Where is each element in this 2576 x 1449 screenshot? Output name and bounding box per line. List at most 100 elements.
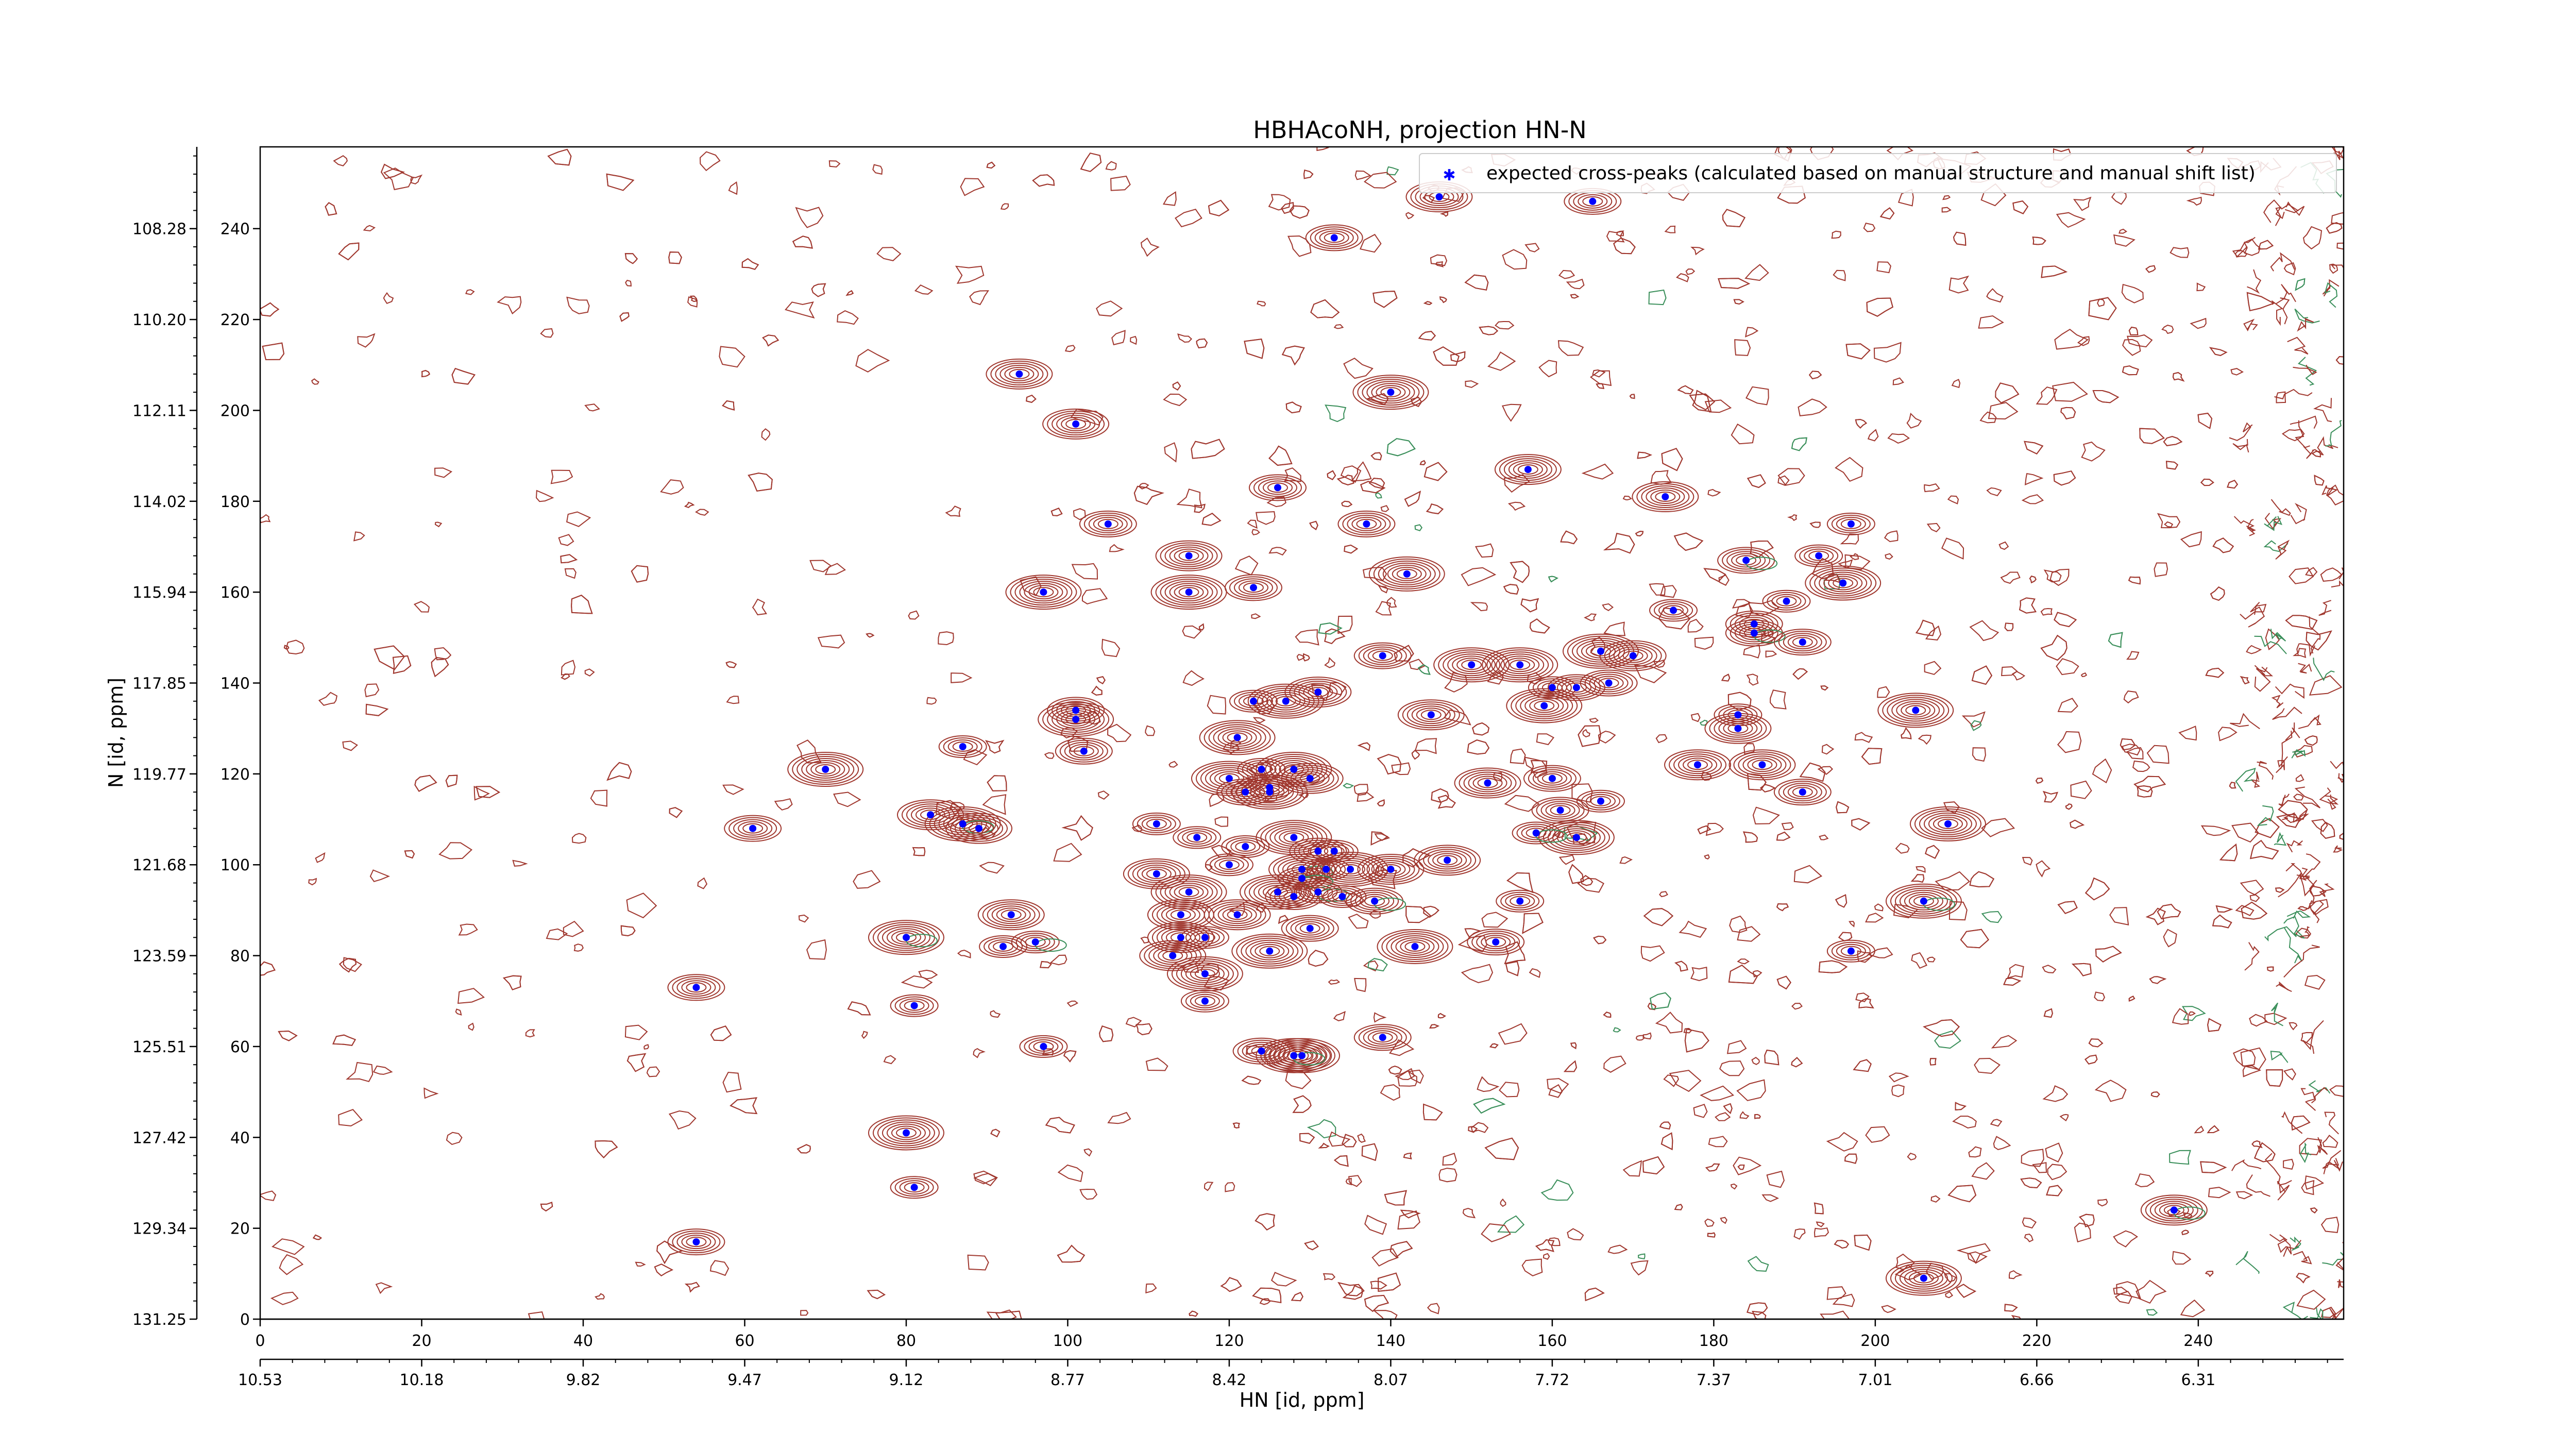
x-index-tick-label: 180 bbox=[1699, 1332, 1728, 1350]
peak-contour bbox=[1540, 801, 1580, 820]
peak-contour bbox=[1404, 941, 1426, 952]
edge-noise-contour bbox=[2290, 1236, 2301, 1251]
noise-contour bbox=[2190, 317, 2207, 329]
y-index-tick-label: 120 bbox=[221, 766, 250, 784]
noise-contour bbox=[1687, 618, 1704, 633]
noise-contour bbox=[986, 1309, 1017, 1319]
peak-contour bbox=[728, 817, 777, 840]
noise-contour bbox=[1692, 390, 1712, 413]
peak-contour bbox=[1340, 864, 1361, 875]
noise-contour bbox=[730, 1097, 758, 1115]
expected-cross-peak-marker bbox=[1371, 897, 1379, 905]
edge-noise-contour bbox=[2297, 317, 2314, 332]
noise-contour bbox=[392, 655, 412, 674]
noise-contour bbox=[1220, 1277, 1242, 1292]
peak-contour bbox=[1281, 915, 1339, 942]
expected-cross-peak-marker bbox=[910, 1184, 918, 1191]
edge-noise-contour bbox=[2232, 237, 2256, 258]
noise-contour bbox=[1733, 299, 1744, 305]
noise-contour bbox=[1175, 209, 1202, 228]
peak-contour bbox=[1496, 653, 1545, 677]
peak-contour bbox=[1919, 810, 1977, 837]
noise-contour bbox=[1820, 1310, 1850, 1319]
peak-contour bbox=[1250, 941, 1290, 961]
noise-contour bbox=[1050, 508, 1063, 516]
expected-cross-peak-marker bbox=[1403, 570, 1411, 578]
noise-contour bbox=[2004, 622, 2014, 631]
expected-cross-peak-marker bbox=[1734, 724, 1742, 732]
peak-contour bbox=[1047, 706, 1105, 733]
y-ppm-tick-label: 108.28 bbox=[132, 221, 187, 239]
noise-contour bbox=[2022, 1217, 2037, 1229]
noise-contour bbox=[2071, 963, 2092, 976]
peak-contour bbox=[1357, 854, 1425, 885]
peak-contour bbox=[1305, 224, 1363, 251]
expected-cross-peak-marker bbox=[1314, 688, 1322, 696]
expected-cross-peak-marker bbox=[692, 984, 700, 991]
edge-noise-contour bbox=[2287, 336, 2309, 355]
noise-contour bbox=[260, 302, 280, 317]
noise-contour bbox=[260, 514, 271, 524]
peak-contour bbox=[1459, 769, 1517, 797]
x-ppm-tick-label: 6.31 bbox=[2181, 1371, 2215, 1389]
peak-contour bbox=[1227, 732, 1248, 743]
edge-noise-contour bbox=[2264, 516, 2283, 531]
noise-contour bbox=[689, 295, 698, 302]
expected-cross-peak-marker bbox=[1153, 820, 1160, 828]
noise-contour bbox=[669, 807, 683, 818]
peak-contour bbox=[1185, 991, 1225, 1010]
noise-contour bbox=[573, 943, 584, 952]
peak-contour bbox=[1485, 937, 1506, 948]
noise-contour bbox=[540, 1202, 553, 1212]
noise-contour bbox=[1836, 801, 1850, 814]
expected-cross-peak-marker bbox=[1605, 679, 1613, 687]
peak-contour bbox=[1726, 551, 1766, 570]
noise-contour bbox=[2296, 1273, 2311, 1284]
noise-contour bbox=[1464, 274, 1489, 291]
edge-noise-contour bbox=[2233, 516, 2256, 536]
noise-contour bbox=[1343, 783, 1354, 788]
peak-contour bbox=[1360, 894, 1390, 908]
noise-contour bbox=[643, 1044, 649, 1050]
peak-contour bbox=[1246, 762, 1277, 777]
noise-contour bbox=[2003, 978, 2022, 986]
expected-cross-peak-marker bbox=[1912, 706, 1920, 714]
noise-contour bbox=[2336, 242, 2344, 250]
x-ppm-tick-label: 8.77 bbox=[1050, 1371, 1085, 1389]
noise-contour bbox=[285, 639, 305, 655]
peak-contour bbox=[1161, 928, 1200, 947]
plot-area bbox=[259, 146, 2345, 1320]
peak-contour bbox=[1923, 812, 1972, 835]
peak-contour bbox=[1337, 510, 1396, 537]
y-index-tick-label: 200 bbox=[221, 402, 250, 420]
peak-contour bbox=[1308, 687, 1329, 698]
noise-contour bbox=[260, 1190, 277, 1201]
expected-cross-peak-marker bbox=[1040, 588, 1047, 596]
noise-contour bbox=[2205, 1271, 2214, 1277]
peak-contour bbox=[1499, 456, 1557, 483]
peak-contour bbox=[1283, 832, 1304, 843]
peak-contour bbox=[1622, 650, 1643, 661]
peak-contour bbox=[1033, 1041, 1054, 1052]
noise-contour bbox=[2052, 381, 2088, 402]
peak-contour bbox=[877, 1119, 935, 1147]
expected-cross-peak-marker bbox=[1815, 552, 1823, 560]
noise-contour bbox=[571, 595, 593, 614]
peak-contour bbox=[1411, 705, 1451, 724]
noise-contour bbox=[414, 774, 437, 792]
noise-contour bbox=[584, 403, 600, 412]
noise-contour bbox=[1470, 602, 1488, 612]
noise-contour bbox=[2150, 1091, 2160, 1098]
expected-cross-peak-marker bbox=[959, 743, 967, 750]
noise-contour bbox=[1105, 161, 1117, 171]
noise-contour bbox=[824, 563, 846, 575]
x-axis-label: HN [id, ppm] bbox=[1240, 1389, 1365, 1411]
noise-contour bbox=[1943, 801, 1960, 814]
noise-contour bbox=[883, 1055, 896, 1065]
noise-contour bbox=[1865, 913, 1884, 923]
peak-contour bbox=[738, 821, 768, 836]
expected-cross-peak-marker bbox=[1201, 970, 1209, 978]
peak-contour bbox=[1038, 702, 1114, 737]
noise-contour bbox=[1823, 574, 1841, 590]
noise-contour bbox=[468, 1022, 474, 1031]
